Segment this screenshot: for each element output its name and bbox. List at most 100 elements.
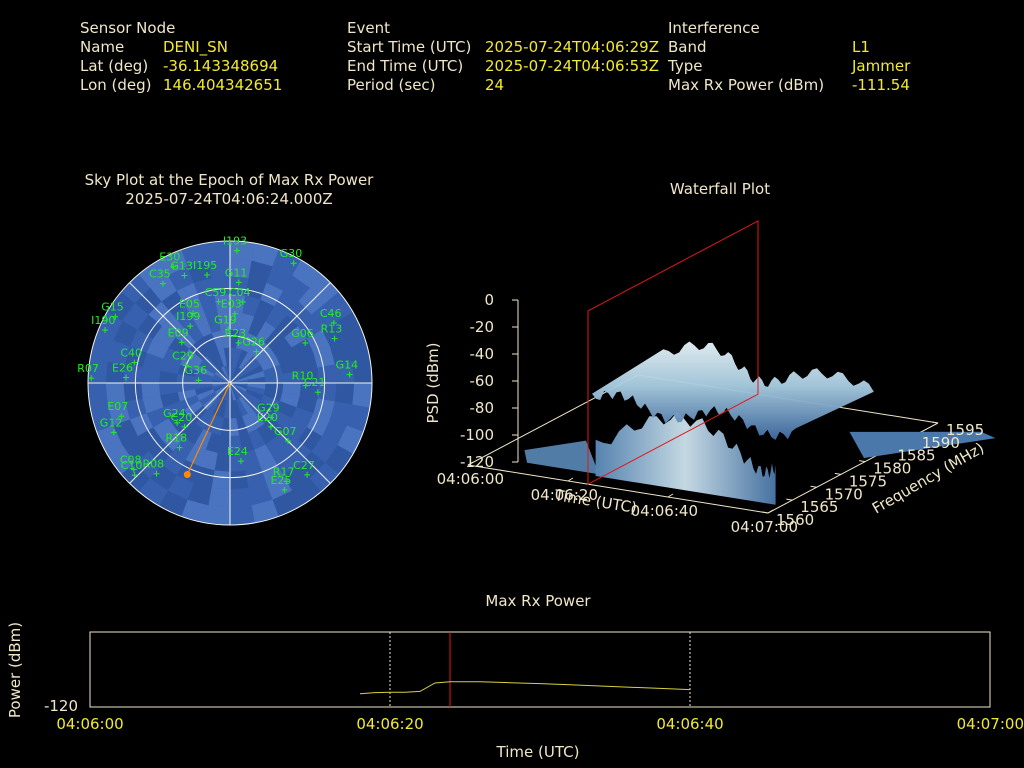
- sky-sector: [122, 303, 149, 330]
- satellite-e09: E09: [168, 326, 189, 346]
- satellite-g19: G19: [214, 313, 237, 333]
- sky-sector: [194, 383, 213, 390]
- satellite-marker: [290, 260, 297, 267]
- satellite-marker: [178, 339, 185, 346]
- sky-sector: [313, 398, 335, 420]
- freq-tick: [859, 460, 866, 463]
- sky-sector: [291, 407, 314, 428]
- sensor-lat-value: -36.143348694: [163, 57, 279, 75]
- surface-tail: [849, 431, 996, 458]
- sky-sector: [230, 374, 247, 383]
- sky-sector: [212, 383, 230, 387]
- sky-sector: [276, 401, 297, 419]
- sky-sector: [211, 416, 224, 436]
- freq-tick-label: 1595: [946, 421, 984, 439]
- sky-sector: [218, 383, 230, 399]
- sky-sector: [245, 466, 267, 488]
- sensor-lon-label: Lon (deg): [80, 76, 152, 94]
- satellite-label: R23: [225, 327, 247, 340]
- sky-sector: [173, 306, 195, 329]
- satellite-c10: C10: [121, 459, 143, 479]
- sky-sector: [247, 383, 266, 390]
- sky-sector: [187, 483, 212, 506]
- sky-sector: [280, 358, 300, 374]
- sky-sector: [230, 367, 242, 383]
- freq-tick: [834, 472, 841, 475]
- satellite-marker: [302, 340, 309, 347]
- sky-sector: [248, 483, 273, 506]
- sky-sector: [173, 437, 195, 460]
- jammer-line: [186, 382, 231, 475]
- sky-sector: [230, 383, 247, 392]
- sky-sector: [183, 348, 203, 366]
- sky-sector: [236, 398, 248, 417]
- satellite-g07: G07: [274, 425, 297, 445]
- sky-sector: [230, 487, 252, 508]
- sky-sector: [208, 487, 230, 508]
- sky-sector: [230, 435, 243, 454]
- sky-sector: [243, 360, 261, 375]
- sky-sector: [236, 416, 249, 436]
- sky-sector: [230, 383, 248, 390]
- sky-sector: [105, 383, 126, 405]
- sky-sector: [107, 291, 135, 321]
- freq-tick: [786, 498, 793, 501]
- sky-sector: [214, 383, 230, 395]
- sky-sector: [230, 418, 240, 437]
- satellite-c59: C59: [205, 286, 226, 305]
- sky-sector: [317, 383, 337, 402]
- azimuth-spoke: [229, 382, 331, 484]
- sky-sector: [239, 433, 255, 453]
- event-start-value: 2025-07-24T04:06:29Z: [485, 38, 659, 56]
- satellite-e30: E30: [159, 251, 180, 270]
- satellite-marker: [330, 320, 337, 327]
- sky-sector: [207, 396, 222, 414]
- sky-sector: [242, 333, 257, 353]
- sky-sector: [251, 243, 279, 267]
- power-x-tick-label: 04:07:00: [957, 715, 1024, 733]
- event-period-value: 24: [485, 76, 505, 94]
- sky-sector: [233, 399, 243, 418]
- sky-sector: [330, 401, 353, 426]
- sky-sector: [248, 429, 266, 450]
- satellite-marker: [112, 313, 119, 320]
- sky-sector: [238, 396, 253, 414]
- sky-sector: [284, 326, 307, 348]
- satellite-marker: [235, 279, 242, 286]
- satellite-e07: E07: [107, 400, 128, 420]
- sky-sector: [248, 260, 273, 283]
- sky-sector: [254, 444, 275, 467]
- sky-sector: [230, 258, 252, 279]
- sky-sector: [230, 312, 243, 331]
- satellite-label: G29: [257, 401, 280, 414]
- sky-sector: [311, 436, 338, 463]
- sky-sector: [211, 276, 230, 296]
- sky-sector: [223, 347, 230, 366]
- sky-sector: [236, 349, 248, 368]
- waterfall-axes: [467, 299, 939, 514]
- satellite-label: E26: [112, 362, 133, 375]
- satellite-g29: G29: [257, 401, 280, 421]
- sky-plot-title: Sky Plot at the Epoch of Max Rx Power: [84, 171, 374, 189]
- sky-sector: [257, 400, 277, 418]
- sky-sector: [113, 419, 138, 446]
- satellite-marker: [314, 389, 321, 396]
- satellite-marker: [174, 419, 181, 426]
- sky-sector: [177, 364, 197, 377]
- sky-sector: [337, 425, 364, 454]
- sky-sector: [159, 249, 188, 276]
- sky-sector: [233, 348, 243, 367]
- sky-sector: [214, 452, 230, 472]
- satellite-g36: G36: [185, 364, 207, 384]
- sky-sector: [223, 400, 230, 419]
- sky-sector: [265, 373, 284, 383]
- max-epoch-plane: [587, 220, 759, 486]
- azimuth-spoke: [129, 282, 231, 384]
- sky-sector: [205, 241, 230, 261]
- satellite-label: E07: [107, 400, 128, 413]
- sky-sector: [230, 470, 249, 490]
- sky-sector: [283, 464, 310, 491]
- satellite-label: C10: [121, 459, 143, 472]
- sky-sector: [138, 478, 168, 506]
